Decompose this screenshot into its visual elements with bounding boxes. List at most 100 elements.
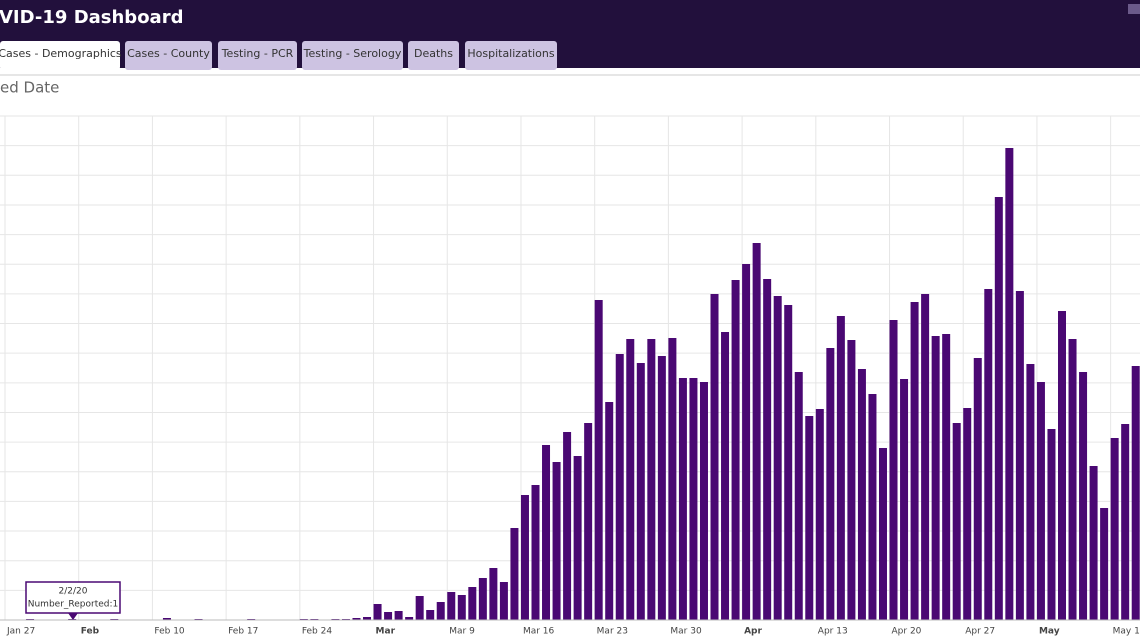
bar <box>952 423 961 620</box>
bar <box>520 495 529 620</box>
bar <box>162 618 171 620</box>
bar <box>910 302 919 620</box>
x-tick-label: Mar 23 <box>597 627 628 637</box>
bar <box>563 432 572 620</box>
bar <box>1089 466 1098 620</box>
bar <box>1068 339 1077 620</box>
tab-label[interactable]: Hospitalizations <box>467 47 555 60</box>
bar <box>594 300 603 620</box>
bar <box>868 394 877 620</box>
bar <box>815 409 824 620</box>
bar <box>1047 429 1056 620</box>
bar <box>415 596 424 620</box>
bar <box>436 602 445 620</box>
tab-bar: Cases - Demographics Cases - County Testin… <box>0 41 557 70</box>
bar <box>878 448 887 620</box>
tab[interactable] <box>125 41 212 70</box>
bar <box>647 339 656 620</box>
bar <box>942 334 951 620</box>
tab-label[interactable]: Cases - County <box>127 47 210 60</box>
bar <box>699 382 708 620</box>
bar <box>489 568 498 620</box>
bar <box>721 332 730 620</box>
x-tick-label: Mar 30 <box>670 627 702 637</box>
bar <box>457 595 466 620</box>
bar <box>394 611 403 620</box>
icon <box>1128 4 1140 14</box>
tooltip-pointer <box>68 613 78 620</box>
bar <box>636 363 645 620</box>
bar <box>605 402 614 620</box>
bar <box>752 243 761 620</box>
x-tick-label: Feb 17 <box>228 627 258 637</box>
bar <box>900 379 909 620</box>
bar <box>931 336 940 620</box>
bar <box>742 264 751 620</box>
bar <box>710 294 719 620</box>
tab[interactable] <box>408 41 459 70</box>
tab[interactable] <box>465 41 557 70</box>
bar <box>963 408 972 620</box>
bar <box>731 280 740 620</box>
bar <box>984 289 993 620</box>
bar <box>784 305 793 620</box>
x-tick-label: Feb 10 <box>154 627 185 637</box>
x-tick-label: Apr 20 <box>892 627 922 637</box>
x-tick-label: Apr <box>744 627 762 637</box>
bar <box>542 445 551 620</box>
bar <box>426 610 435 620</box>
tooltip-date: 2/2/20 <box>59 587 88 597</box>
bar <box>626 339 635 620</box>
bar <box>352 618 361 620</box>
bar <box>826 348 835 620</box>
bar <box>405 617 414 620</box>
x-tick-label: Apr 13 <box>818 627 848 637</box>
bar <box>584 423 593 620</box>
tab-label[interactable]: Testing - Serology <box>303 47 402 60</box>
tab-label[interactable]: Deaths <box>414 47 453 60</box>
x-tick-label: Mar <box>376 627 396 637</box>
x-tick-label: Feb 24 <box>302 627 333 637</box>
bar <box>1131 366 1140 620</box>
bar <box>1015 291 1024 620</box>
bar <box>773 296 782 620</box>
bar <box>794 372 803 620</box>
bar <box>499 582 508 620</box>
bar <box>363 617 372 620</box>
tab-label[interactable]: Cases - Demographics <box>0 47 122 60</box>
x-tick-label: May <box>1039 627 1060 637</box>
bar <box>1079 372 1088 620</box>
bar <box>552 462 561 620</box>
bar <box>836 316 845 620</box>
bar <box>573 456 582 620</box>
x-tick-label: Mar 16 <box>523 627 555 637</box>
chart-subtitle: ed Date <box>0 79 59 97</box>
bar <box>478 578 487 620</box>
tooltip-value: Number_Reported:1 <box>28 600 119 610</box>
bar <box>847 340 856 620</box>
bar <box>1026 364 1035 620</box>
tab[interactable] <box>302 41 403 70</box>
bar <box>1121 424 1130 620</box>
bar <box>531 485 540 620</box>
bar <box>1058 311 1066 620</box>
bar <box>805 416 814 620</box>
bar <box>373 604 382 620</box>
tab-label[interactable]: Testing - PCR <box>221 47 294 60</box>
bar <box>763 279 772 620</box>
bar <box>889 320 898 620</box>
dashboard-title: VID-19 Dashboard <box>0 7 183 28</box>
bar <box>921 294 930 620</box>
x-tick-label: Apr 27 <box>965 627 995 637</box>
tab[interactable] <box>218 41 297 70</box>
bar <box>615 354 624 620</box>
chart: Jan 27 Feb Feb 10 Feb 17 Feb 24 Mar Mar 9 Mar 1… <box>0 115 1140 637</box>
tab[interactable] <box>0 41 120 70</box>
bar <box>857 369 866 620</box>
bar <box>384 612 393 620</box>
x-tick-label: May 11 <box>1113 627 1140 637</box>
bar <box>678 378 687 620</box>
bar <box>994 197 1003 620</box>
